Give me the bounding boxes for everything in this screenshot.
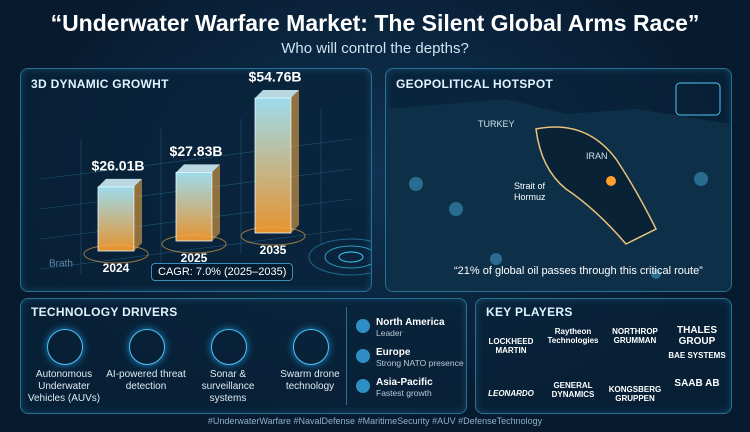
x-tick-label: 2035: [260, 243, 287, 257]
hotspot-panel: GEOPOLITICAL HOTSPOT TURKEY IRAN Strait …: [385, 68, 732, 292]
axis-label: Brath: [49, 259, 73, 270]
hotspot-quote: “21% of global oil passes through this c…: [454, 265, 703, 277]
bar-top: [98, 178, 142, 187]
players-panel: KEY PLAYERS LOCKHEED MARTIN Raytheon Tec…: [475, 298, 732, 414]
tech-icon: [211, 329, 247, 365]
map-land: [386, 99, 731, 291]
region-name: Europe: [376, 347, 411, 358]
map-label: Strait of Hormuz: [514, 181, 546, 202]
company: NORTHROP GRUMMAN: [612, 327, 658, 345]
map-label: TURKEY: [478, 119, 515, 129]
bar-top: [176, 164, 220, 173]
x-tick-label: 2024: [103, 261, 130, 275]
bar-side: [134, 178, 142, 251]
company: GENERAL DYNAMICS: [551, 381, 595, 399]
company: LEONARDO: [488, 389, 534, 398]
monitor-icon: [675, 82, 721, 116]
x-tick-label: 2025: [181, 251, 208, 265]
region-name: Asia-Pacific: [376, 377, 433, 388]
value-label: $54.76B: [249, 69, 302, 85]
company: Raytheon Technologies: [547, 327, 599, 345]
tech-icon: [293, 329, 329, 365]
divider: [346, 307, 347, 405]
value-label: $27.83B: [170, 143, 223, 159]
cagr-annotation: CAGR: 7.0% (2025–2035): [151, 263, 294, 281]
bar: [175, 171, 213, 242]
tech-icon: [129, 329, 165, 365]
bar-side: [291, 90, 299, 233]
company: SAAB AB: [674, 378, 720, 389]
chart-panel: 3D DYNAMIC GROWHT Brath $26.01B 2024 $27.8…: [20, 68, 372, 292]
map-label: IRAN: [586, 151, 608, 161]
bar-top: [255, 90, 299, 98]
panel-title: KEY PLAYERS: [486, 305, 573, 319]
company: BAE SYSTEMS: [668, 351, 726, 360]
tech-item: AI-powered threat detection: [106, 369, 186, 392]
bar: [254, 97, 292, 234]
panel-title: 3D DYNAMIC GROWHT: [31, 77, 169, 91]
tech-item: Sonar & surveillance systems: [201, 369, 255, 404]
bar: [97, 186, 135, 252]
technology-panel: TECHNOLOGY DRIVERS Autonomous Underwater…: [20, 298, 467, 414]
tech-icon: [47, 329, 83, 365]
company: LOCKHEED MARTIN: [488, 337, 534, 355]
region: Asia-Pacific Fastest growth: [376, 377, 433, 398]
company: THALES GROUP: [677, 325, 717, 347]
region-note: Strong NATO presence: [376, 358, 464, 368]
tech-item: Autonomous Underwater Vehicles (AUVs): [27, 369, 101, 404]
region-note: Leader: [376, 328, 403, 338]
panel-title: GEOPOLITICAL HOTSPOT: [396, 77, 554, 91]
naval-icons: [409, 172, 708, 279]
region: Europe Strong NATO presence: [376, 347, 464, 368]
footer: #UnderwaterWarfare #NavalDefense #Mariti…: [207, 416, 543, 426]
map: [386, 82, 731, 291]
region: North America Leader: [376, 317, 445, 338]
tech-item: Swarm drone technology: [280, 369, 340, 392]
title: “Underwater Warfare Market: The Silent G…: [50, 10, 700, 36]
bar-side: [212, 164, 220, 241]
hotspot-marker: [606, 176, 616, 186]
panel-title: TECHNOLOGY DRIVERS: [31, 305, 178, 319]
region-note: Fastest growth: [376, 388, 432, 398]
globe-icon: [356, 319, 370, 333]
subtitle: Who will control the depths?: [281, 40, 469, 57]
region-name: North America: [376, 317, 445, 328]
globe-icon: [356, 349, 370, 363]
sonar-rings: [308, 238, 371, 276]
globe-icon: [356, 379, 370, 393]
gulf-outline: [535, 126, 658, 245]
chart: Brath $26.01B 2024 $27.83B 2025 $54.76B 2035: [40, 69, 371, 276]
value-label: $26.01B: [92, 158, 145, 174]
company: KONGSBERG GRUPPEN: [608, 385, 662, 403]
